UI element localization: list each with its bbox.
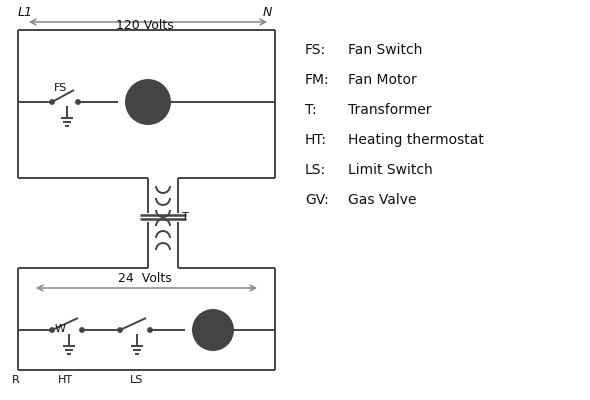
Circle shape bbox=[148, 328, 152, 332]
Text: L1: L1 bbox=[18, 6, 33, 20]
Circle shape bbox=[80, 328, 84, 332]
Text: Fan Switch: Fan Switch bbox=[348, 43, 422, 57]
Text: GV: GV bbox=[204, 324, 222, 336]
Circle shape bbox=[76, 100, 80, 104]
Text: R: R bbox=[12, 375, 20, 385]
Text: Gas Valve: Gas Valve bbox=[348, 193, 417, 207]
Text: Limit Switch: Limit Switch bbox=[348, 163, 432, 177]
Text: Fan Motor: Fan Motor bbox=[348, 73, 417, 87]
Text: FS: FS bbox=[54, 83, 67, 93]
Text: T: T bbox=[182, 212, 189, 222]
Text: LS:: LS: bbox=[305, 163, 326, 177]
Text: Transformer: Transformer bbox=[348, 103, 431, 117]
Circle shape bbox=[126, 80, 170, 124]
Text: LS: LS bbox=[130, 375, 144, 385]
Text: FM:: FM: bbox=[305, 73, 330, 87]
Text: HT: HT bbox=[57, 375, 73, 385]
Text: FS:: FS: bbox=[305, 43, 326, 57]
Text: HT:: HT: bbox=[305, 133, 327, 147]
Circle shape bbox=[50, 328, 54, 332]
Text: W: W bbox=[55, 324, 66, 334]
Text: Heating thermostat: Heating thermostat bbox=[348, 133, 484, 147]
Text: GV:: GV: bbox=[305, 193, 329, 207]
Text: 120 Volts: 120 Volts bbox=[116, 19, 174, 32]
Circle shape bbox=[193, 310, 233, 350]
Circle shape bbox=[50, 100, 54, 104]
Text: 24  Volts: 24 Volts bbox=[118, 272, 172, 285]
Text: FM: FM bbox=[139, 96, 157, 108]
Text: T:: T: bbox=[305, 103, 317, 117]
Text: N: N bbox=[263, 6, 273, 20]
Circle shape bbox=[118, 328, 122, 332]
